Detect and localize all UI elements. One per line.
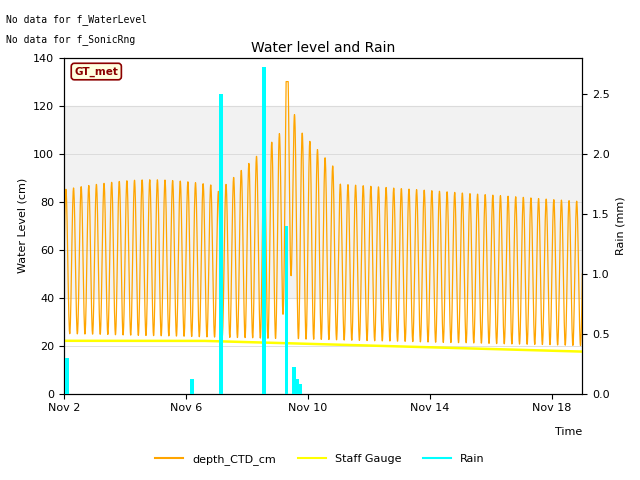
Bar — [296, 379, 299, 394]
Bar — [292, 367, 296, 394]
Bar — [65, 358, 69, 394]
Bar — [285, 226, 289, 394]
Bar — [220, 94, 223, 394]
Bar — [262, 67, 266, 394]
Legend: depth_CTD_cm, Staff Gauge, Rain: depth_CTD_cm, Staff Gauge, Rain — [151, 450, 489, 469]
Bar — [190, 379, 194, 394]
Text: GT_met: GT_met — [74, 66, 118, 77]
Text: No data for f_WaterLevel: No data for f_WaterLevel — [6, 14, 147, 25]
Text: Time: Time — [555, 427, 582, 437]
Bar — [64, 106, 582, 298]
Text: No data for f_SonicRng: No data for f_SonicRng — [6, 34, 136, 45]
Bar — [298, 384, 302, 394]
Y-axis label: Water Level (cm): Water Level (cm) — [17, 178, 28, 273]
Y-axis label: Rain (mm): Rain (mm) — [616, 196, 625, 255]
Title: Water level and Rain: Water level and Rain — [251, 41, 396, 55]
